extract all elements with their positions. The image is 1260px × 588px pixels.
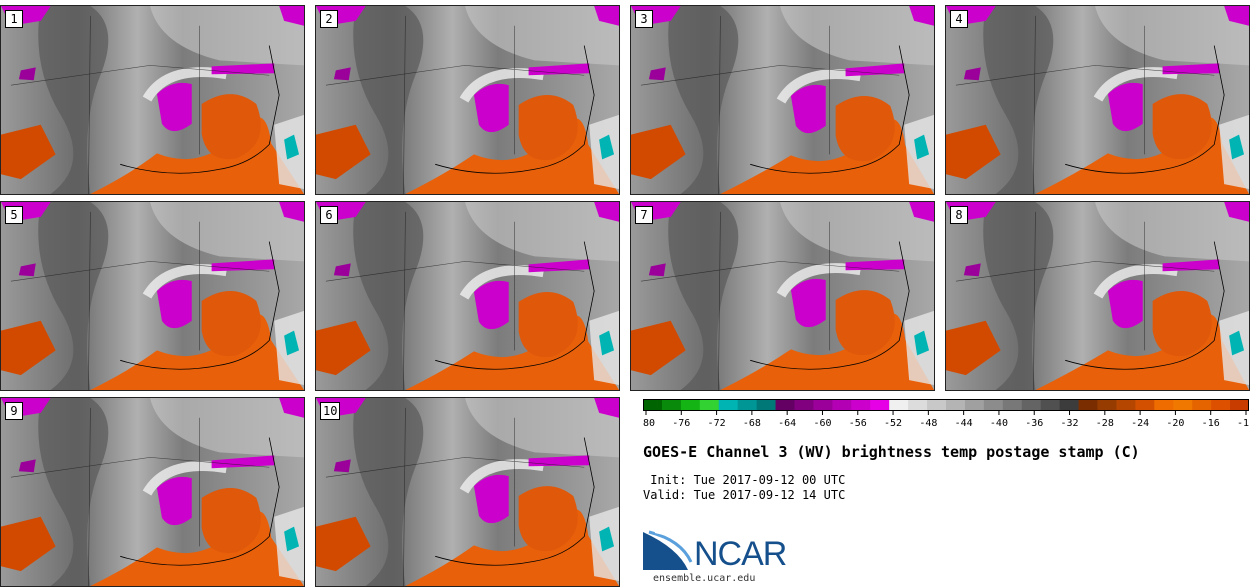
panel-number-label: 2	[320, 10, 338, 28]
colorbar-tick-label: -68	[743, 418, 761, 429]
figure-title: GOES-E Channel 3 (WV) brightness temp po…	[643, 443, 1140, 461]
colorbar-swatch	[983, 399, 1004, 411]
colorbar-swatch	[1021, 399, 1042, 411]
colorbar-swatch	[1116, 399, 1136, 411]
colorbar-swatch	[813, 399, 833, 411]
colorbar-tick-label: -20	[1166, 418, 1184, 429]
colorbar-swatch	[1154, 399, 1174, 411]
ensemble-member-panel: 10	[315, 397, 620, 587]
panel-number-label: 9	[5, 402, 23, 420]
logo-url: ensemble.ucar.edu	[653, 573, 756, 584]
colorbar-swatch	[775, 399, 795, 411]
colorbar-swatch	[1230, 399, 1249, 411]
colorbar-swatch	[699, 399, 720, 411]
ensemble-member-panel: 2	[315, 5, 620, 195]
colorbar-tick-label: -80	[643, 418, 655, 429]
colorbar-swatch	[870, 399, 890, 411]
ensemble-member-panel: 8	[945, 201, 1250, 391]
colorbar-swatch	[964, 399, 985, 411]
ncar-logo-icon	[643, 530, 694, 570]
colorbar-swatch	[851, 399, 871, 411]
colorbar: -80 -76 -72 -68 -64 -60 -56 -52 -48 -44 -40 -36 -32 -…	[643, 399, 1249, 429]
colorbar-swatch	[927, 399, 947, 411]
colorbar-tick-label: -52	[884, 418, 902, 429]
logo-wordmark: NCAR	[694, 535, 787, 573]
wv-map	[631, 6, 934, 194]
ensemble-member-panel: 1	[0, 5, 305, 195]
colorbar-swatch	[661, 399, 682, 411]
colorbar-tick-label: -32	[1060, 418, 1078, 429]
panel-number-label: 4	[950, 10, 968, 28]
wv-map	[1, 202, 304, 390]
ensemble-member-panel: 5	[0, 201, 305, 391]
wv-map	[316, 6, 619, 194]
colorbar-tick-label: -24	[1131, 418, 1149, 429]
wv-map	[946, 202, 1249, 390]
colorbar-swatch	[1192, 399, 1212, 411]
panel-number-label: 8	[950, 206, 968, 224]
colorbar-swatch	[1059, 399, 1080, 411]
wv-map	[631, 202, 934, 390]
panel-number-label: 10	[320, 402, 341, 420]
colorbar-tick-label: -60	[813, 418, 831, 429]
colorbar-tick-label: -40	[990, 418, 1008, 429]
colorbar-swatch	[946, 399, 966, 411]
panel-number-label: 5	[5, 206, 23, 224]
ensemble-member-panel: 7	[630, 201, 935, 391]
colorbar-swatch	[889, 399, 909, 411]
panel-number-label: 1	[5, 10, 23, 28]
colorbar-swatch	[1211, 399, 1231, 411]
colorbar-tick-label: -56	[849, 418, 867, 429]
wv-map	[946, 6, 1249, 194]
colorbar-swatch	[643, 399, 663, 411]
panel-number-label: 6	[320, 206, 338, 224]
panel-number-label: 7	[635, 206, 653, 224]
panel-number-label: 3	[635, 10, 653, 28]
colorbar-swatch	[1078, 399, 1098, 411]
colorbar-border	[643, 399, 1249, 411]
colorbar-tick-label: -36	[1025, 418, 1043, 429]
wv-map	[1, 6, 304, 194]
colorbar-tick-label: -44	[955, 418, 973, 429]
wv-map	[316, 398, 619, 586]
colorbar-swatch	[1040, 399, 1061, 411]
colorbar-swatch	[908, 399, 928, 411]
colorbar-tick-label: -48	[919, 418, 937, 429]
colorbar-tick-label: -64	[778, 418, 796, 429]
colorbar-swatch	[718, 399, 739, 411]
ensemble-member-panel: 9	[0, 397, 305, 587]
colorbar-swatch	[737, 399, 758, 411]
ensemble-member-panel: 6	[315, 201, 620, 391]
colorbar-swatch	[794, 399, 814, 411]
colorbar-tick-label: -28	[1096, 418, 1114, 429]
valid-time: Valid: Tue 2017-09-12 14 UTC	[643, 488, 846, 502]
colorbar-swatch	[1173, 399, 1193, 411]
colorbar-swatch	[1097, 399, 1117, 411]
colorbar-tick-label: -12	[1237, 418, 1249, 429]
ensemble-member-panel: 4	[945, 5, 1250, 195]
colorbar-swatch	[680, 399, 701, 411]
colorbar-swatch	[1002, 399, 1023, 411]
colorbar-swatch	[756, 399, 777, 411]
colorbar-tick-label: -16	[1202, 418, 1220, 429]
wv-map	[316, 202, 619, 390]
wv-map	[1, 398, 304, 586]
colorbar-tick-label: -72	[708, 418, 726, 429]
colorbar-swatch	[1135, 399, 1155, 411]
colorbar-swatch	[832, 399, 852, 411]
ensemble-member-panel: 3	[630, 5, 935, 195]
init-time: Init: Tue 2017-09-12 00 UTC	[643, 473, 846, 487]
colorbar-tick-label: -76	[672, 418, 690, 429]
